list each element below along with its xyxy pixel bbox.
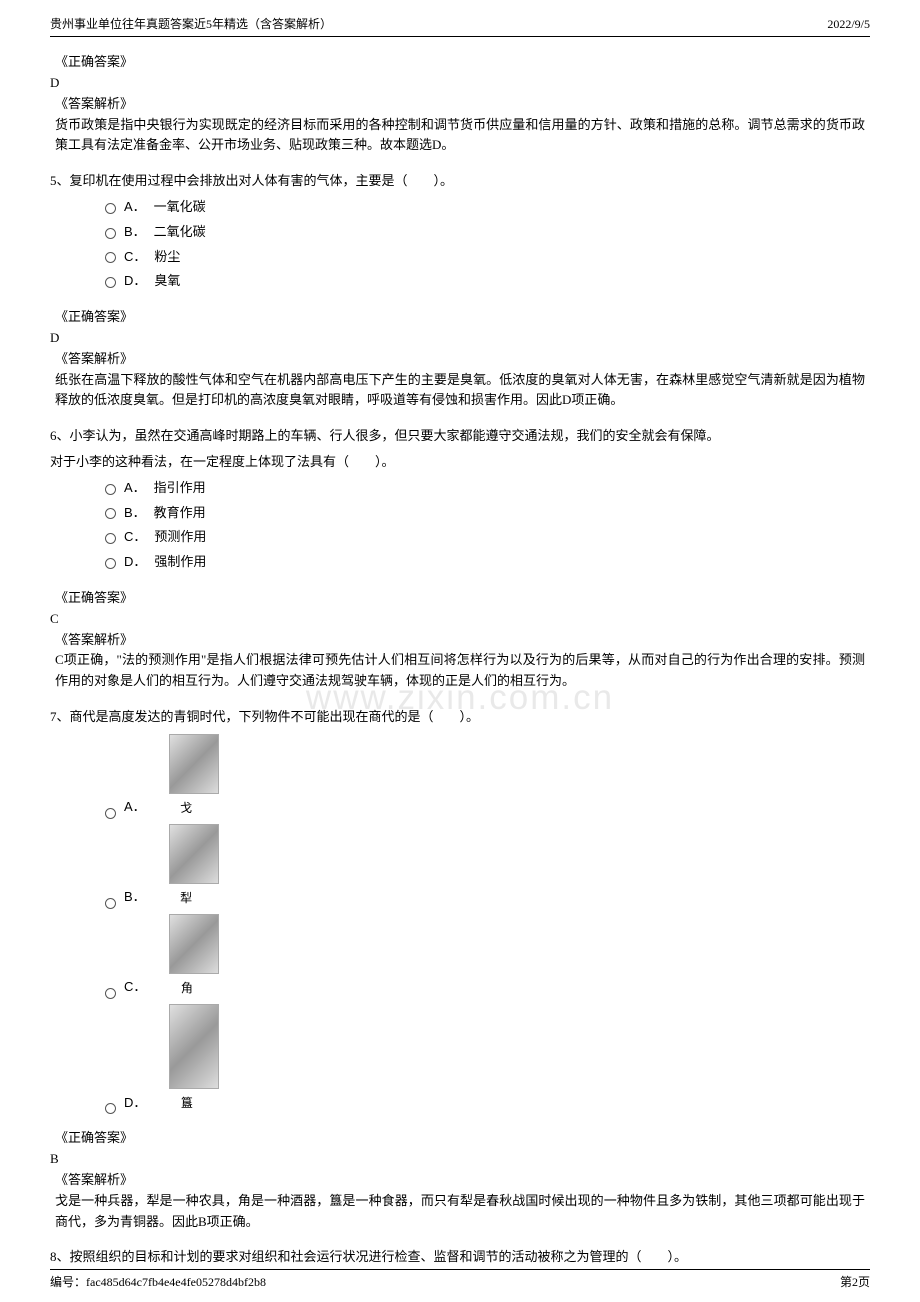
document-page: 贵州事业单位往年真题答案近5年精选（含答案解析） 2022/9/5 www.zi… [0,0,920,1302]
radio-icon[interactable] [105,203,116,214]
option-text: 教育作用 [154,503,206,524]
footer-id: 编号：fac485d64c7fb4e4e4fe05278d4bf2b8 [50,1273,266,1292]
option-text: 预测作用 [154,527,206,548]
correct-answer-value: B [50,1149,870,1170]
footer-page-number: 第2页 [840,1273,870,1292]
option-label: D． [124,1093,146,1114]
option-image-wrap: 戈 [154,734,219,818]
option-row: C． 粉尘 [105,247,870,268]
analysis-label: 《答案解析》 [55,349,870,370]
option-row: D． 强制作用 [105,552,870,573]
radio-icon[interactable] [105,533,116,544]
option-row: B． 犁 [105,824,870,908]
artifact-image-li [169,824,219,884]
option-label: A． [124,197,146,218]
option-row: C． 角 [105,914,870,998]
correct-answer-label: 《正确答案》 [55,52,870,73]
question-7-options: A． 戈 B． 犁 C． 角 D． [105,734,870,1114]
question-7-text: 7、商代是高度发达的青铜时代，下列物件不可能出现在商代的是（ ）。 [50,707,870,728]
option-text: 粉尘 [154,247,180,268]
question-5-text: 5、复印机在使用过程中会排放出对人体有害的气体，主要是（ ）。 [50,171,870,192]
option-row: A． 一氧化碳 [105,197,870,218]
analysis-label: 《答案解析》 [55,1170,870,1191]
correct-answer-label: 《正确答案》 [55,307,870,328]
image-caption: 角 [181,979,193,998]
option-text: 一氧化碳 [154,197,206,218]
analysis-text: C项正确，"法的预测作用"是指人们根据法律可预先估计人们相互间将怎样行为以及行为… [55,650,865,692]
artifact-image-ge [169,734,219,794]
option-label: C． [124,247,146,268]
radio-icon[interactable] [105,988,116,999]
option-label: D． [124,552,146,573]
option-row: D． 臭氧 [105,271,870,292]
radio-icon[interactable] [105,558,116,569]
header-date: 2022/9/5 [827,15,870,34]
option-text: 二氧化碳 [154,222,206,243]
option-label: D． [124,271,146,292]
image-caption: 戈 [180,799,192,818]
header-title: 贵州事业单位往年真题答案近5年精选（含答案解析） [50,15,332,34]
question-8-text: 8、按照组织的目标和计划的要求对组织和社会运行状况进行检查、监督和调节的活动被称… [50,1247,870,1268]
page-footer: 编号：fac485d64c7fb4e4e4fe05278d4bf2b8 第2页 [50,1269,870,1292]
option-image-wrap: 角 [154,914,219,998]
question-6-options: A． 指引作用 B． 教育作用 C． 预测作用 D． 强制作用 [105,478,870,573]
option-row: B． 二氧化碳 [105,222,870,243]
correct-answer-label: 《正确答案》 [55,1128,870,1149]
question-5-options: A． 一氧化碳 B． 二氧化碳 C． 粉尘 D． 臭氧 [105,197,870,292]
radio-icon[interactable] [105,508,116,519]
analysis-label: 《答案解析》 [55,94,870,115]
option-label: A． [124,797,146,818]
option-row: B． 教育作用 [105,503,870,524]
correct-answer-value: D [50,73,870,94]
correct-answer-label: 《正确答案》 [55,588,870,609]
radio-icon[interactable] [105,808,116,819]
option-image-wrap: 犁 [154,824,219,908]
radio-icon[interactable] [105,898,116,909]
analysis-text: 货币政策是指中央银行为实现既定的经济目标而采用的各种控制和调节货币供应量和信用量… [55,115,865,157]
option-text: 指引作用 [154,478,206,499]
option-row: A． 戈 [105,734,870,818]
option-text: 强制作用 [154,552,206,573]
analysis-text: 纸张在高温下释放的酸性气体和空气在机器内部高电压下产生的主要是臭氧。低浓度的臭氧… [55,370,865,412]
radio-icon[interactable] [105,252,116,263]
analysis-label: 《答案解析》 [55,630,870,651]
correct-answer-value: C [50,609,870,630]
image-caption: 簋 [181,1094,193,1113]
analysis-text: 戈是一种兵器，犁是一种农具，角是一种酒器，簋是一种食器，而只有犁是春秋战国时候出… [55,1191,865,1233]
option-label: C． [124,527,146,548]
question-6-subtext: 对于小李的这种看法，在一定程度上体现了法具有（ ）。 [50,452,870,473]
artifact-image-jiao [169,914,219,974]
option-label: A． [124,478,146,499]
option-label: B． [124,503,146,524]
question-6-text: 6、小李认为，虽然在交通高峰时期路上的车辆、行人很多，但只要大家都能遵守交通法规… [50,426,870,447]
option-label: B． [124,222,146,243]
radio-icon[interactable] [105,484,116,495]
option-row: A． 指引作用 [105,478,870,499]
artifact-image-gui [169,1004,219,1089]
radio-icon[interactable] [105,1103,116,1114]
option-label: B． [124,887,146,908]
radio-icon[interactable] [105,228,116,239]
radio-icon[interactable] [105,277,116,288]
option-row: D． 簋 [105,1004,870,1113]
option-label: C． [124,977,146,998]
option-text: 臭氧 [154,271,180,292]
option-row: C． 预测作用 [105,527,870,548]
option-image-wrap: 簋 [154,1004,219,1113]
page-header: 贵州事业单位往年真题答案近5年精选（含答案解析） 2022/9/5 [50,15,870,37]
image-caption: 犁 [180,889,192,908]
correct-answer-value: D [50,328,870,349]
